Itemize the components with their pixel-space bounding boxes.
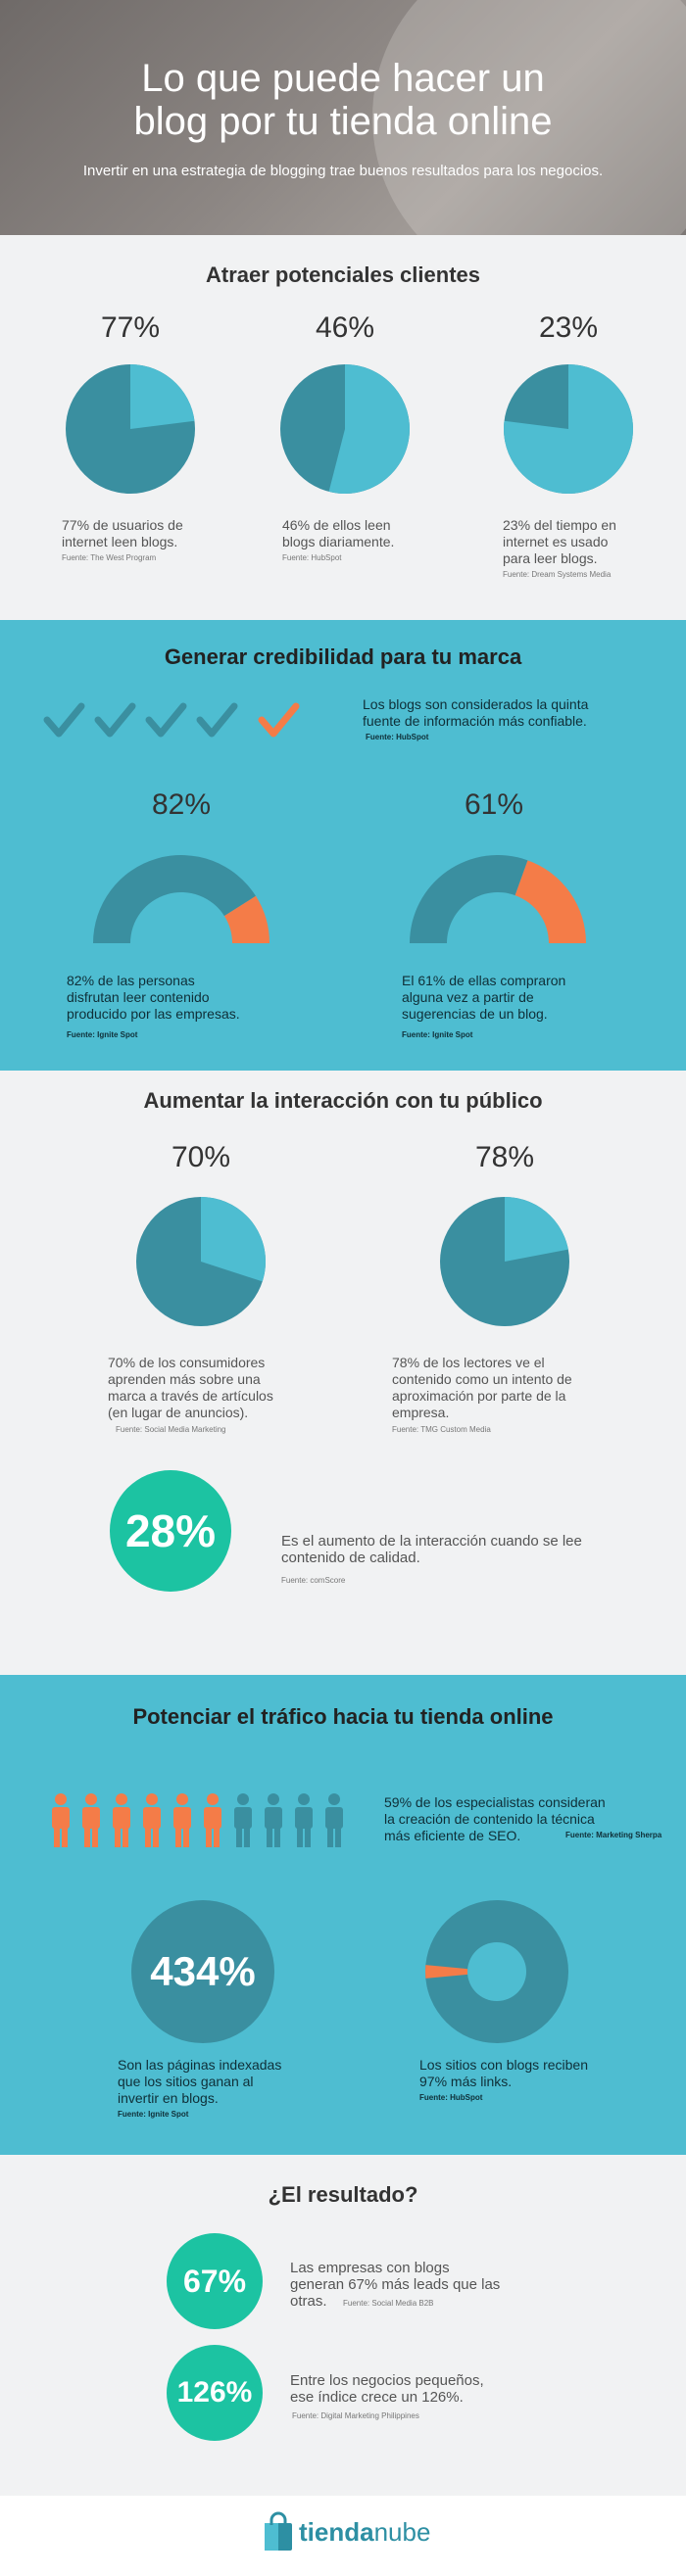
big-circle bbox=[131, 1900, 274, 2043]
stat-desc: 78% de los lectores ve el contenido como … bbox=[392, 1355, 572, 1420]
person-icon bbox=[173, 1793, 191, 1847]
stat-desc: Los sitios con blogs reciben 97% más link… bbox=[419, 2057, 588, 2089]
stat-pct: 77% bbox=[100, 311, 161, 344]
check-icon bbox=[94, 702, 136, 738]
big-circle-value: 434% bbox=[150, 1948, 256, 1994]
hero-title: Lo que puede hacer un blog por tu tienda… bbox=[0, 57, 686, 143]
hero-subtitle: Invertir en una estrategia de blogging t… bbox=[82, 163, 604, 179]
stat-desc: Es el aumento de la interacción cuando s… bbox=[281, 1533, 582, 1566]
pie-chart bbox=[440, 1197, 569, 1326]
source-label: Fuente: HubSpot bbox=[419, 2093, 483, 2102]
source-label: Fuente: Social Media Marketing bbox=[116, 1425, 226, 1434]
source-label: Fuente: Marketing Sherpa bbox=[565, 1831, 662, 1839]
semi-donut-rest bbox=[223, 895, 270, 943]
section-interaction: Aumentar la interacción con tu público 7… bbox=[0, 1071, 686, 1675]
half-donut-chart bbox=[93, 855, 270, 943]
stat-desc: Los blogs son considerados la quinta fuen… bbox=[363, 696, 589, 729]
stat-desc: 59% de los especialistas consideran la cr… bbox=[384, 1794, 606, 1843]
stat-desc: El 61% de ellas compraron alguna vez a pa… bbox=[402, 973, 566, 1022]
donut-hole bbox=[467, 1942, 526, 2001]
stat-desc: 82% de las personas disfrutan leer conten… bbox=[67, 973, 240, 1022]
check-icon bbox=[258, 702, 300, 738]
source-label: Fuente: HubSpot bbox=[282, 553, 342, 562]
person-icon bbox=[143, 1793, 161, 1847]
check-icon bbox=[43, 702, 85, 738]
person-icon bbox=[325, 1793, 343, 1847]
stat-desc: Las empresas con blogs generan 67% más le… bbox=[290, 2260, 501, 2310]
stat-pct: 46% bbox=[315, 311, 375, 344]
stat-pct: 82% bbox=[151, 788, 212, 821]
people-icons-row bbox=[52, 1793, 343, 1847]
checkmarks-row bbox=[43, 702, 300, 738]
stat-desc: Entre los negocios pequeños, ese índice c… bbox=[290, 2372, 484, 2406]
source-label: Fuente: HubSpot bbox=[366, 733, 429, 741]
section-traffic: Potenciar el tráfico hacia tu tienda onl… bbox=[0, 1675, 686, 2155]
stat-desc: 23% del tiempo en internet es usado para l… bbox=[503, 517, 616, 566]
section-credibility: Generar credibilidad para tu marca Los b… bbox=[0, 620, 686, 1071]
result-circle: 67% bbox=[167, 2233, 263, 2329]
pie-chart bbox=[136, 1197, 266, 1326]
pie-slice-rest bbox=[130, 364, 195, 429]
source-label: Fuente: comScore bbox=[281, 1576, 346, 1585]
section-title: Aumentar la interacción con tu público bbox=[143, 1088, 543, 1113]
semi-donut-rest bbox=[514, 860, 586, 943]
source-label: Fuente: Dream Systems Media bbox=[503, 570, 612, 579]
highlight-circle: 28% bbox=[110, 1470, 231, 1592]
section-result: ¿El resultado? 67% Las empresas con blog… bbox=[0, 2155, 686, 2496]
hero-title-line2: blog por tu tienda online bbox=[133, 100, 553, 143]
person-icon bbox=[295, 1793, 313, 1847]
person-icon bbox=[204, 1793, 221, 1847]
pie-slice-rest bbox=[201, 1197, 266, 1282]
source-label: Fuente: Ignite Spot bbox=[118, 2110, 189, 2119]
section-title: Potenciar el tráfico hacia tu tienda onl… bbox=[132, 1704, 554, 1729]
hero-banner: Lo que puede hacer un blog por tu tienda… bbox=[0, 0, 686, 235]
pie-chart bbox=[280, 364, 410, 494]
person-icon bbox=[234, 1793, 252, 1847]
stat-pct: 61% bbox=[464, 788, 524, 821]
section-attract: Atraer potenciales clientes 77% 77% de u… bbox=[0, 235, 686, 620]
person-icon bbox=[113, 1793, 130, 1847]
section-title: ¿El resultado? bbox=[268, 2182, 418, 2207]
stat-desc: 70% de los consumidores aprenden más sobr… bbox=[108, 1355, 273, 1420]
stat-pct: 78% bbox=[474, 1141, 535, 1173]
semi-donut-main bbox=[410, 855, 528, 943]
result-circle: 126% bbox=[167, 2345, 263, 2441]
section-title: Generar credibilidad para tu marca bbox=[164, 644, 522, 669]
source-label: Fuente: Digital Marketing Philippines bbox=[292, 2411, 419, 2420]
source-label: Fuente: Ignite Spot bbox=[67, 1030, 138, 1039]
stat-desc: 77% de usuarios de internet leen blogs. bbox=[62, 517, 183, 549]
person-icon bbox=[82, 1793, 100, 1847]
person-icon bbox=[52, 1793, 70, 1847]
pie-slice-rest bbox=[505, 1197, 568, 1262]
stat-pct: 70% bbox=[171, 1141, 231, 1173]
hero-title-line1: Lo que puede hacer un bbox=[141, 57, 545, 100]
source-label: Fuente: The West Program bbox=[62, 553, 157, 562]
pie-chart bbox=[504, 364, 633, 494]
pie-slice-rest bbox=[504, 364, 633, 494]
donut-chart bbox=[425, 1900, 568, 2043]
semi-donut-main bbox=[93, 855, 256, 943]
stat-desc: Son las páginas indexadas que los sitios … bbox=[118, 2057, 282, 2106]
section-title: Atraer potenciales clientes bbox=[205, 262, 480, 287]
source-label: Fuente: TMG Custom Media bbox=[392, 1425, 491, 1434]
footer: tiendanube bbox=[0, 2496, 686, 2576]
source-label: Fuente: Ignite Spot bbox=[402, 1030, 473, 1039]
check-icon bbox=[196, 702, 238, 738]
person-icon bbox=[265, 1793, 282, 1847]
source-label: Fuente: Social Media B2B bbox=[343, 2299, 434, 2308]
pie-slice-rest bbox=[328, 364, 410, 494]
stat-pct: 23% bbox=[538, 311, 599, 344]
check-icon bbox=[145, 702, 187, 738]
half-donut-chart bbox=[410, 855, 586, 943]
shopping-bag-icon bbox=[265, 2511, 292, 2551]
stat-desc: 46% de ellos leen blogs diariamente. bbox=[282, 517, 395, 549]
pie-chart bbox=[66, 364, 195, 494]
donut-rest bbox=[425, 1965, 468, 1979]
logo: tiendanube bbox=[299, 2517, 431, 2547]
